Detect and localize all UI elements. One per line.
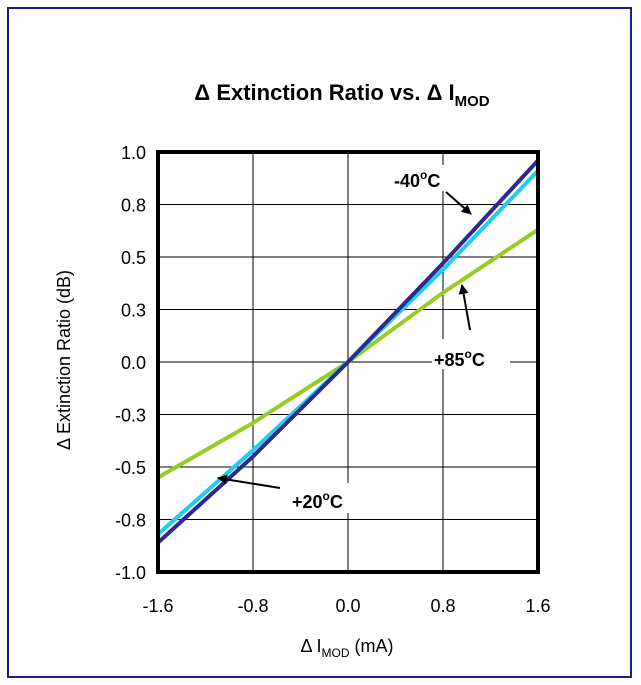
annotation-plus20: +20oC [217, 474, 362, 513]
svg-text:+20oC: +20oC [292, 489, 343, 512]
x-tick-labels: -1.6 -0.8 0.0 0.8 1.6 [142, 596, 550, 616]
plot-area-border [156, 150, 540, 574]
x-tick-label-0: -1.6 [142, 596, 173, 616]
annotation-minus40-sup: o [420, 168, 427, 182]
y-tick-labels: -1.0 -0.8 -0.5 -0.3 0.0 0.3 0.5 0.8 1.0 [115, 143, 146, 583]
x-tick-label-1: -0.8 [237, 596, 268, 616]
svg-text:-40oC: -40oC [394, 168, 440, 191]
annotation-plus85-base: +85 [434, 350, 465, 370]
annotation-plus20-sup: o [323, 489, 330, 503]
y-tick-label-1: -0.8 [115, 511, 146, 531]
x-tick-label-4: 1.6 [525, 596, 550, 616]
annotation-plus85-arrow [458, 284, 471, 331]
annotation-plus85-unit: C [472, 350, 485, 370]
annotation-plus85: +85oC [432, 284, 510, 370]
annotation-plus85-sup: o [465, 347, 472, 361]
y-tick-label-4: 0.0 [121, 353, 146, 373]
y-axis-label: Δ Extinction Ratio (dB) [54, 270, 74, 450]
annotation-plus20-unit: C [330, 492, 343, 512]
y-tick-label-0: -1.0 [115, 563, 146, 583]
x-axis-label-unit: (mA) [350, 636, 394, 656]
annotation-minus40-unit: C [427, 171, 440, 191]
chart-title: Δ Extinction Ratio vs. Δ IMOD [194, 80, 489, 110]
annotation-plus20-base: +20 [292, 492, 323, 512]
svg-text:+85oC: +85oC [434, 347, 485, 370]
x-axis-label: Δ IMOD (mA) [300, 636, 393, 660]
y-tick-label-5: 0.3 [121, 301, 146, 321]
annotation-minus40-base: -40 [394, 171, 420, 191]
chart-title-subscript: MOD [455, 93, 490, 110]
annotation-minus40: -40oC [392, 165, 472, 215]
annotation-plus20-arrow [217, 474, 281, 489]
y-tick-label-2: -0.5 [115, 458, 146, 478]
y-tick-label-3: -0.3 [115, 406, 146, 426]
x-tick-label-2: 0.0 [335, 596, 360, 616]
figure-frame [7, 7, 632, 678]
x-axis-label-subscript: MOD [322, 646, 350, 660]
y-tick-label-8: 1.0 [121, 143, 146, 163]
x-axis-label-main: Δ I [300, 636, 321, 656]
annotation-minus40-arrow [445, 191, 472, 215]
y-tick-label-6: 0.5 [121, 248, 146, 268]
chart-title-main: Δ Extinction Ratio vs. Δ I [194, 80, 454, 105]
series-line-2 [156, 159, 540, 545]
y-tick-label-7: 0.8 [121, 196, 146, 216]
x-tick-label-3: 0.8 [430, 596, 455, 616]
